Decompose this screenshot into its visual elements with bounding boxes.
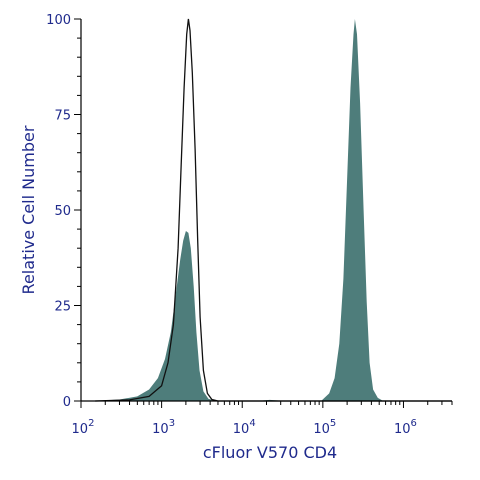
histogram-filled-series — [95, 19, 384, 401]
x-axis-title: cFluor V570 CD4 — [203, 443, 337, 462]
histogram-outline-series — [95, 18, 452, 402]
y-axis-title: Relative Cell Number — [19, 125, 38, 294]
y-tick-label: 100 — [46, 13, 71, 28]
y-tick-label: 75 — [54, 109, 71, 124]
x-tick-label: 104 — [233, 418, 256, 437]
x-tick-label: 106 — [394, 418, 417, 437]
x-tick-label: 102 — [72, 418, 95, 437]
y-tick-label: 0 — [63, 395, 71, 410]
y-tick-label: 25 — [54, 300, 71, 315]
y-tick-label: 50 — [54, 204, 71, 219]
x-tick-label: 105 — [313, 418, 336, 437]
x-tick-label: 103 — [152, 418, 175, 437]
plot-area — [95, 18, 452, 402]
axes: 0 25 50 75 100 102 103 104 105 106 — [46, 13, 453, 437]
